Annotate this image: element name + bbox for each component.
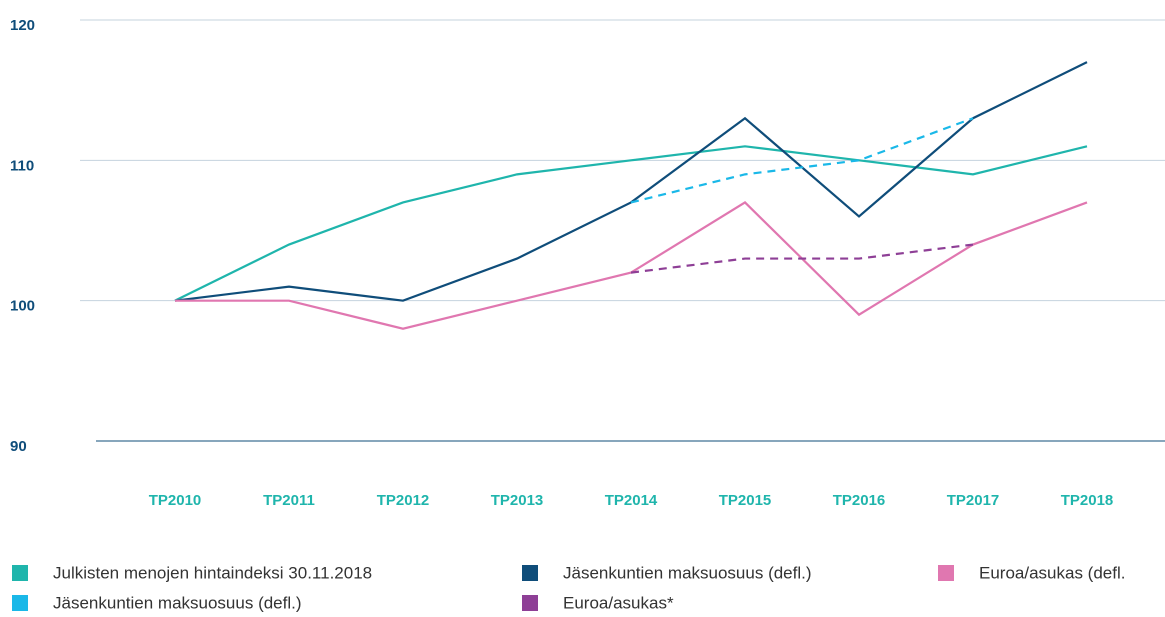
series-line (174, 61, 1088, 302)
legend-swatch (12, 565, 28, 581)
legend-swatch (522, 565, 538, 581)
x-tick-label: TP2014 (605, 492, 658, 509)
legend-swatch (522, 595, 538, 611)
legend-label: Euroa/asukas (defl. (979, 563, 1125, 582)
legend-swatch (12, 595, 28, 611)
legend-label: Julkisten menojen hintaindeksi 30.11.201… (53, 563, 372, 582)
x-tick-label: TP2015 (719, 492, 772, 509)
y-tick-label: 100 (10, 298, 35, 315)
x-tick-label: TP2011 (263, 492, 315, 509)
x-tick-label: TP2013 (491, 492, 544, 509)
series-line (174, 145, 1088, 302)
legend-label: Euroa/asukas* (563, 593, 674, 612)
series-line (630, 243, 974, 274)
legend-swatch (938, 565, 954, 581)
x-tick-label: TP2016 (833, 492, 886, 509)
y-tick-label: 110 (10, 157, 34, 174)
legend-label: Jäsenkuntien maksuosuus (defl.) (563, 563, 812, 582)
y-tick-label: 90 (10, 438, 27, 455)
x-tick-label: TP2012 (377, 492, 430, 509)
x-tick-label: TP2010 (149, 492, 202, 509)
y-tick-label: 120 (10, 17, 35, 34)
x-tick-label: TP2018 (1061, 492, 1114, 509)
legend-label: Jäsenkuntien maksuosuus (defl.) (53, 593, 302, 612)
series-line (630, 117, 974, 204)
series-line (175, 201, 1088, 330)
x-tick-label: TP2017 (947, 492, 1000, 509)
